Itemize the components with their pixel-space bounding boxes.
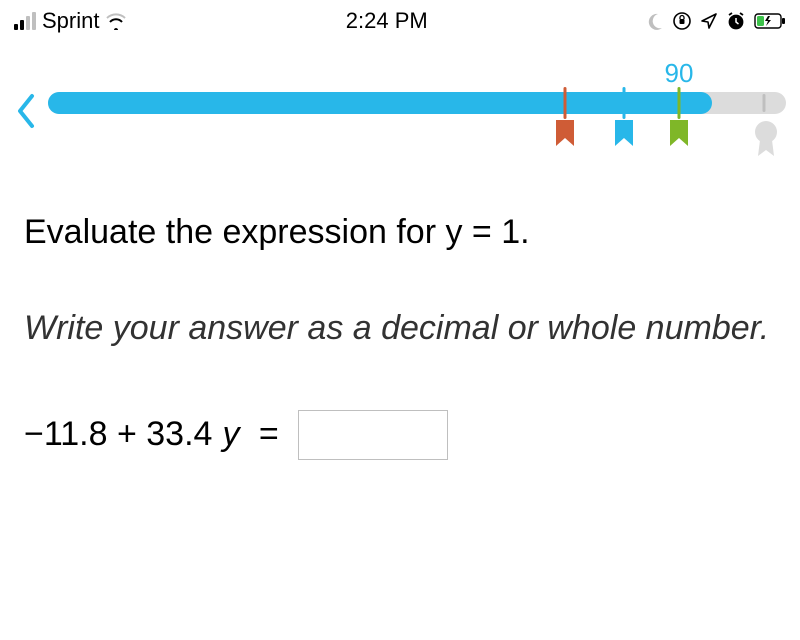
- progress-tick: [677, 87, 680, 119]
- lock-rotation-icon: [672, 11, 692, 31]
- flag-marker: [668, 120, 690, 156]
- progress-fill: [48, 92, 712, 114]
- alarm-icon: [726, 11, 746, 31]
- carrier-label: Sprint: [42, 8, 99, 34]
- battery-icon: [754, 13, 786, 29]
- location-icon: [700, 12, 718, 30]
- question-prompt: Evaluate the expression for y = 1.: [24, 210, 776, 256]
- flag-marker: [613, 120, 635, 156]
- question-content: Evaluate the expression for y = 1. Write…: [0, 170, 800, 460]
- status-right: [646, 11, 786, 31]
- signal-icon: [14, 12, 36, 30]
- progress-area: 90: [48, 58, 786, 170]
- progress-end-tick: [762, 94, 765, 112]
- score-label: 90: [665, 58, 694, 89]
- status-left: Sprint: [14, 8, 127, 34]
- answer-input[interactable]: [298, 410, 448, 460]
- progress-section: 90: [0, 38, 800, 170]
- expression-suffix: =: [249, 415, 288, 454]
- clock-label: 2:24 PM: [346, 8, 428, 34]
- badge-marker: [753, 120, 775, 156]
- progress-tick: [563, 87, 566, 119]
- progress-track: [48, 92, 786, 114]
- status-bar: Sprint 2:24 PM: [0, 0, 800, 38]
- expression-prefix: −11.8 + 33.4: [24, 415, 212, 454]
- expression-variable: y: [222, 415, 239, 454]
- moon-icon: [646, 12, 664, 30]
- wifi-icon: [105, 12, 127, 30]
- question-instruction: Write your answer as a decimal or whole …: [24, 306, 776, 352]
- back-button[interactable]: [14, 58, 36, 137]
- expression-row: −11.8 + 33.4 y =: [24, 410, 776, 460]
- flag-marker: [554, 120, 576, 156]
- progress-tick: [622, 87, 625, 119]
- flags-row: [48, 120, 786, 170]
